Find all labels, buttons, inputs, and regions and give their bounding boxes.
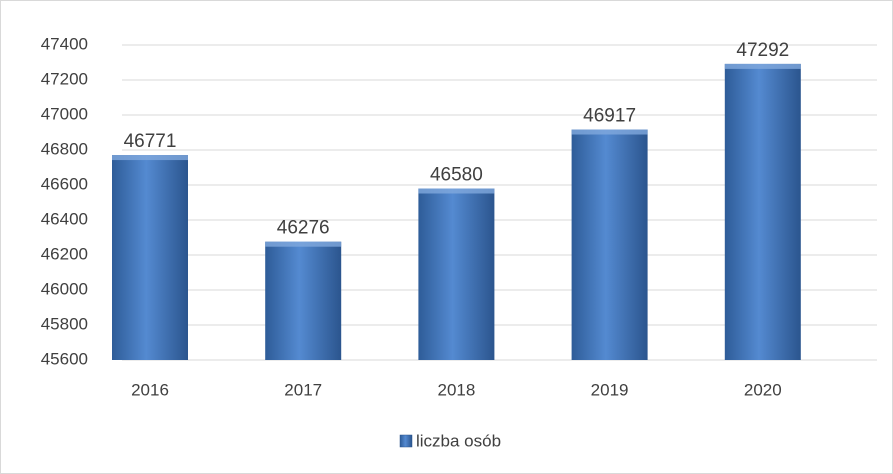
y-tick-label: 47000 <box>41 104 88 123</box>
bar <box>724 63 801 361</box>
data-label: 46276 <box>277 218 330 239</box>
legend-swatch <box>399 434 413 448</box>
bar-cap <box>724 63 801 69</box>
y-tick-label: 45800 <box>41 314 88 333</box>
y-tick-label: 47400 <box>41 34 88 53</box>
x-tick-label: 2016 <box>131 380 169 399</box>
y-tick-label: 46200 <box>41 244 88 263</box>
x-tick-label: 2019 <box>591 380 629 399</box>
bar <box>265 241 342 360</box>
y-tick-label: 46600 <box>41 174 88 193</box>
x-tick-label: 2018 <box>437 380 475 399</box>
y-tick-label: 46000 <box>41 279 88 298</box>
x-tick-label: 2020 <box>744 380 782 399</box>
bar-cap <box>418 188 495 194</box>
bar <box>571 129 648 360</box>
y-tick-label: 46400 <box>41 209 88 228</box>
x-tick-label: 2017 <box>284 380 322 399</box>
data-label: 47292 <box>736 40 789 61</box>
bar <box>112 155 188 360</box>
data-label: 46917 <box>583 106 636 127</box>
y-tick-label: 45600 <box>41 349 88 368</box>
data-label: 46771 <box>124 131 177 152</box>
bar <box>418 188 495 360</box>
data-label: 46580 <box>430 165 483 186</box>
bar-cap <box>265 241 342 247</box>
bar-cap <box>112 155 188 161</box>
y-tick-label: 46800 <box>41 139 88 158</box>
y-tick-label: 47200 <box>41 69 88 88</box>
legend-label: liczba osób <box>416 431 501 450</box>
bar-cap <box>571 129 648 135</box>
